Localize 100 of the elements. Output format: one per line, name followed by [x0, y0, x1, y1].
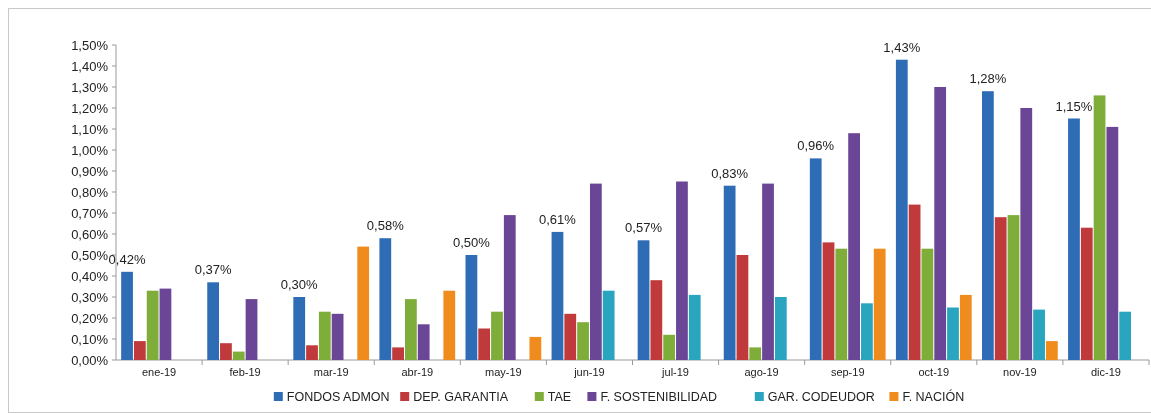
bar [465, 255, 478, 360]
data-label: 0,58% [366, 218, 405, 234]
bar [133, 341, 146, 360]
legend-label: DEP. GARANTIA [413, 390, 509, 404]
bar [1119, 311, 1132, 360]
y-tick-label: 1,00% [71, 142, 109, 158]
bar [934, 87, 947, 360]
bar [994, 217, 1007, 360]
data-label: 0,83% [711, 165, 749, 181]
bar [602, 290, 615, 360]
x-tick-label: nov-19 [1003, 366, 1037, 378]
data-label: 1,43% [883, 39, 921, 55]
data-label: 0,96% [797, 138, 835, 154]
y-tick-label: 0,70% [71, 205, 109, 221]
bar [959, 294, 972, 360]
data-label: 0,30% [280, 277, 319, 292]
bar [982, 91, 994, 360]
x-tick-label: mar-19 [313, 366, 349, 378]
bar [835, 248, 848, 360]
data-label: 0,57% [625, 220, 663, 236]
bar [405, 299, 417, 360]
bar [921, 248, 934, 360]
bar [688, 294, 701, 360]
bar [663, 334, 676, 360]
bar [1020, 108, 1033, 360]
bar [392, 347, 404, 360]
x-tick-label: oct-19 [918, 366, 950, 378]
x-tick-label: jun-19 [573, 366, 605, 378]
y-tick-label: 0,80% [71, 184, 109, 200]
bar [1045, 341, 1058, 360]
bar [637, 240, 650, 360]
legend-label: FONDOS ADMON [286, 390, 390, 404]
x-tick-label: feb-19 [229, 366, 261, 378]
legend-label: F. SOSTENIBILIDAD [600, 390, 718, 404]
y-tick-label: 1,20% [71, 100, 109, 116]
bar [357, 246, 370, 360]
bar [207, 282, 220, 360]
bar [861, 303, 873, 360]
legend-label: TAE [547, 390, 572, 404]
bar [822, 242, 835, 360]
bar [443, 290, 456, 360]
y-tick-label: 1,30% [71, 79, 109, 95]
bar [1068, 118, 1080, 360]
bar [551, 231, 564, 360]
legend-label: F. NACIÓN [902, 389, 965, 404]
y-tick-label: 0,90% [71, 163, 109, 179]
y-tick-label: 1,50% [71, 37, 109, 53]
data-label: 0,37% [194, 262, 232, 278]
bar [577, 322, 589, 360]
data-label: 0,42% [108, 251, 146, 267]
x-tick-label: abr-19 [401, 366, 434, 378]
y-tick-label: 0,20% [71, 310, 109, 326]
bar [529, 336, 542, 360]
y-tick-label: 1,10% [71, 121, 109, 137]
bar [491, 311, 503, 360]
bar [848, 133, 860, 360]
bar [146, 290, 159, 360]
bar [318, 311, 331, 360]
x-tick-label: sep-19 [830, 366, 865, 378]
y-tick-label: 0,10% [71, 331, 109, 347]
x-tick-label: ago-19 [744, 366, 779, 378]
data-label: 1,28% [969, 71, 1007, 87]
y-tick-label: 0,50% [71, 247, 109, 263]
bar [749, 347, 762, 360]
bar [676, 181, 688, 360]
bar [723, 185, 736, 360]
bar [503, 215, 516, 360]
bar [736, 255, 749, 360]
data-label: 1,15% [1055, 98, 1093, 114]
bar [220, 343, 232, 360]
legend-label: GAR. CODEUDOR [767, 390, 875, 404]
bar [1106, 126, 1119, 360]
bar [331, 313, 344, 360]
bar [895, 59, 908, 360]
y-tick-label: 0,30% [71, 289, 109, 305]
bar [306, 345, 318, 360]
y-tick-label: 0,60% [71, 226, 109, 242]
x-tick-label: ene-19 [141, 366, 177, 378]
x-tick-label: dic-19 [1090, 366, 1121, 378]
bar [762, 183, 774, 360]
y-tick-label: 0,00% [71, 352, 109, 368]
bar [1007, 215, 1020, 360]
bar [1093, 95, 1106, 360]
bar [774, 297, 787, 360]
bar [379, 238, 392, 360]
bar [245, 299, 258, 360]
x-tick-label: jul-19 [661, 366, 689, 378]
data-label: 0,50% [452, 235, 491, 250]
y-tick-label: 0,40% [71, 268, 109, 284]
bar [908, 204, 921, 360]
x-tick-label: may-19 [485, 366, 522, 378]
bar [1080, 227, 1093, 360]
bar [417, 324, 430, 360]
data-label: 0,61% [539, 211, 577, 227]
bar [1033, 309, 1045, 360]
bar [478, 328, 491, 360]
bar [564, 313, 577, 360]
bar [589, 183, 602, 360]
bar [809, 158, 822, 360]
bar [293, 297, 306, 360]
